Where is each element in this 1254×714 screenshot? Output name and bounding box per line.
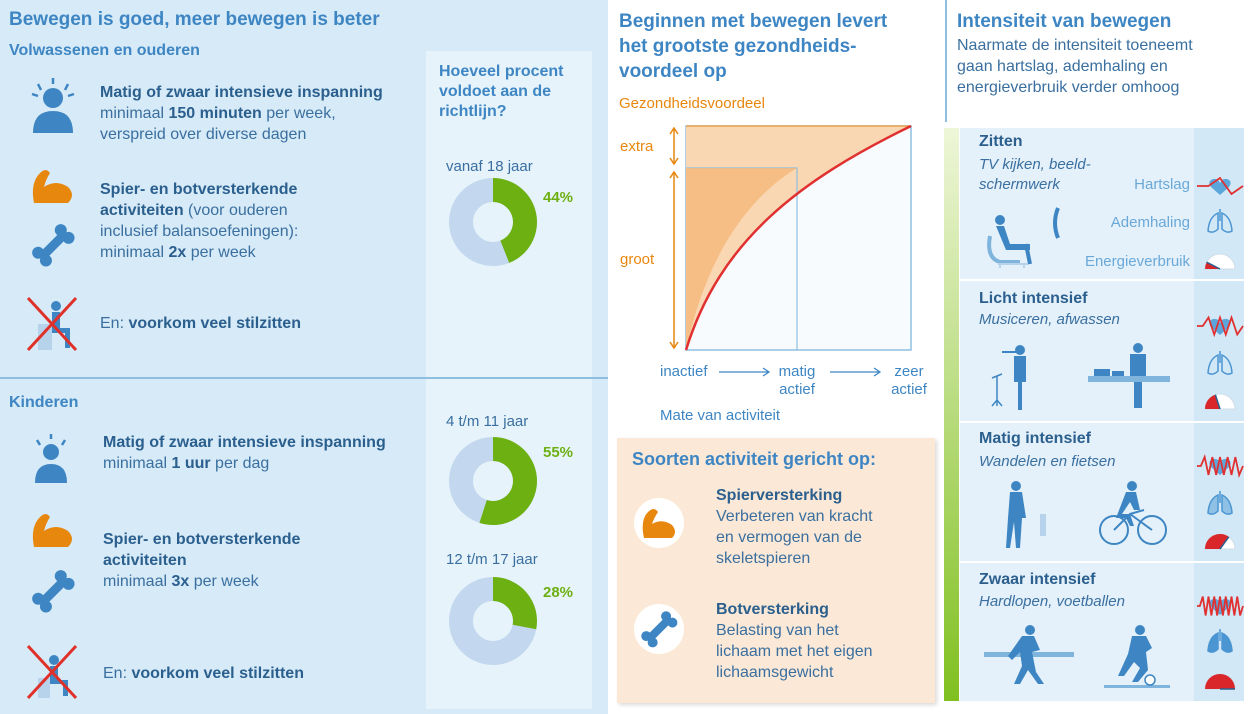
activity-heading: Soorten activiteit gericht op: — [632, 449, 877, 469]
child-bone-icon — [32, 570, 75, 613]
groot-arrow — [669, 170, 679, 350]
bone-icon — [32, 224, 75, 267]
musician-icon — [991, 345, 1026, 410]
middle-title: Beginnen met bewegen levert het grootste… — [619, 11, 888, 82]
label-hartslag: Hartslag — [1134, 176, 1190, 193]
walking-icon — [1006, 481, 1046, 548]
label-energieverbruik: Energieverbruik — [1084, 253, 1190, 270]
pct-label-4-11: 55% — [543, 444, 574, 461]
activity-bot: Botversterking Belasting van het lichaam… — [716, 601, 873, 681]
cycling-icon — [1099, 481, 1167, 545]
lungs-icon — [1207, 491, 1233, 515]
activity-box — [617, 438, 935, 703]
activity-spier: Spierversterking Verbeteren van kracht e… — [716, 487, 873, 567]
left-title: Bewegen is goed, meer bewegen is beter — [9, 9, 380, 30]
level-separator — [960, 421, 1244, 423]
level-sub-matig: Wandelen en fietsen — [979, 453, 1116, 470]
intensity-gradient — [944, 128, 959, 701]
child-exertion-icon — [35, 434, 67, 483]
children-item-strength: Spier- en botversterkende activiteiten m… — [103, 531, 301, 590]
adults-item-strength: Spier- en botversterkende activiteiten (… — [100, 181, 299, 261]
donut-adults — [449, 178, 537, 266]
extra-arrow — [669, 126, 679, 166]
level-sub-licht: Musiceren, afwassen — [979, 311, 1120, 328]
no-sitting-icon — [26, 296, 78, 352]
activity-muscle-icon — [634, 498, 684, 548]
donut-12-17 — [449, 577, 537, 665]
heart-rate-icon — [1197, 176, 1244, 196]
heart-rate-icon — [1197, 596, 1244, 616]
lungs-icon — [1207, 629, 1233, 653]
dishwashing-icon — [1088, 343, 1170, 408]
benefit-chart — [669, 124, 912, 351]
adults-item-sitting: En: voorkom veel stilzitten — [100, 315, 301, 332]
child-muscle-icon — [32, 514, 72, 547]
big-benefit-area — [686, 168, 797, 350]
age-label-12-17: 12 t/m 17 jaar — [446, 551, 538, 568]
right-separator — [945, 0, 947, 122]
donut-slice — [493, 178, 537, 263]
adults-heading: Volwassenen en ouderen — [9, 42, 200, 59]
level-separator — [960, 561, 1244, 563]
lungs-icon — [1207, 351, 1233, 375]
level-sub-zwaar: Hardlopen, voetballen — [979, 593, 1125, 610]
level-separator — [960, 279, 1244, 281]
extra-label: extra — [620, 138, 654, 155]
x-zeer: zeer actief — [891, 363, 927, 398]
level-sub-zitten: TV kijken, beeld-schermwerk — [979, 156, 1091, 193]
child-no-sitting-icon — [26, 644, 78, 700]
left-divider — [0, 377, 608, 379]
x-matig: matig actief — [778, 363, 816, 398]
children-item-sitting: En: voorkom veel stilzitten — [103, 665, 304, 682]
energy-gauge-icon — [1204, 253, 1236, 270]
running-icon — [984, 625, 1074, 684]
level-title-licht: Licht intensief — [979, 290, 1088, 307]
percent-heading: Hoeveel procent voldoet aan de richtlijn… — [439, 63, 564, 120]
activity-bone-icon — [634, 604, 684, 654]
energy-gauge-icon — [1204, 393, 1236, 410]
chart-ylabel: Gezondheidsvoordeel — [619, 95, 765, 112]
donut-slice — [493, 577, 537, 630]
energy-gauge-icon — [1204, 533, 1236, 550]
energy-gauge-icon — [1204, 673, 1236, 690]
arrow-1 — [719, 367, 771, 377]
right-title: Intensiteit van bewegen — [957, 11, 1172, 32]
age-label-4-11: 4 t/m 11 jaar — [446, 413, 529, 430]
level-title-matig: Matig intensief — [979, 430, 1092, 447]
groot-label: groot — [620, 251, 655, 268]
lungs-icon — [1207, 209, 1233, 233]
right-description: Naarmate de intensiteit toeneemt gaan ha… — [957, 37, 1193, 96]
pct-label-12-17: 28% — [543, 584, 574, 601]
arrow-2 — [830, 367, 882, 377]
heart-rate-icon — [1197, 314, 1244, 338]
level-title-zitten: Zitten — [979, 133, 1023, 150]
donut-4-11 — [449, 437, 537, 525]
benefit-curve — [684, 124, 912, 351]
sitting-person-icon — [987, 215, 1032, 268]
football-icon — [1104, 625, 1170, 688]
x-inactief: inactief — [660, 363, 708, 380]
pct-label-adults: 44% — [543, 189, 574, 206]
level-title-zwaar: Zwaar intensief — [979, 571, 1096, 588]
tv-icon — [1053, 207, 1060, 239]
chart-xlabel: Mate van activiteit — [660, 407, 781, 424]
adults-item-exertion: Matig of zwaar intensieve inspanning min… — [100, 84, 383, 143]
children-heading: Kinderen — [9, 394, 79, 411]
muscle-icon — [32, 170, 72, 203]
age-label-adults: vanaf 18 jaar — [446, 158, 533, 175]
heart-rate-icon — [1197, 454, 1244, 478]
label-ademhaling: Ademhaling — [1110, 214, 1190, 231]
exertion-icon — [31, 78, 75, 133]
children-item-exertion: Matig of zwaar intensieve inspanning min… — [103, 434, 386, 472]
donut-slice — [479, 437, 537, 525]
